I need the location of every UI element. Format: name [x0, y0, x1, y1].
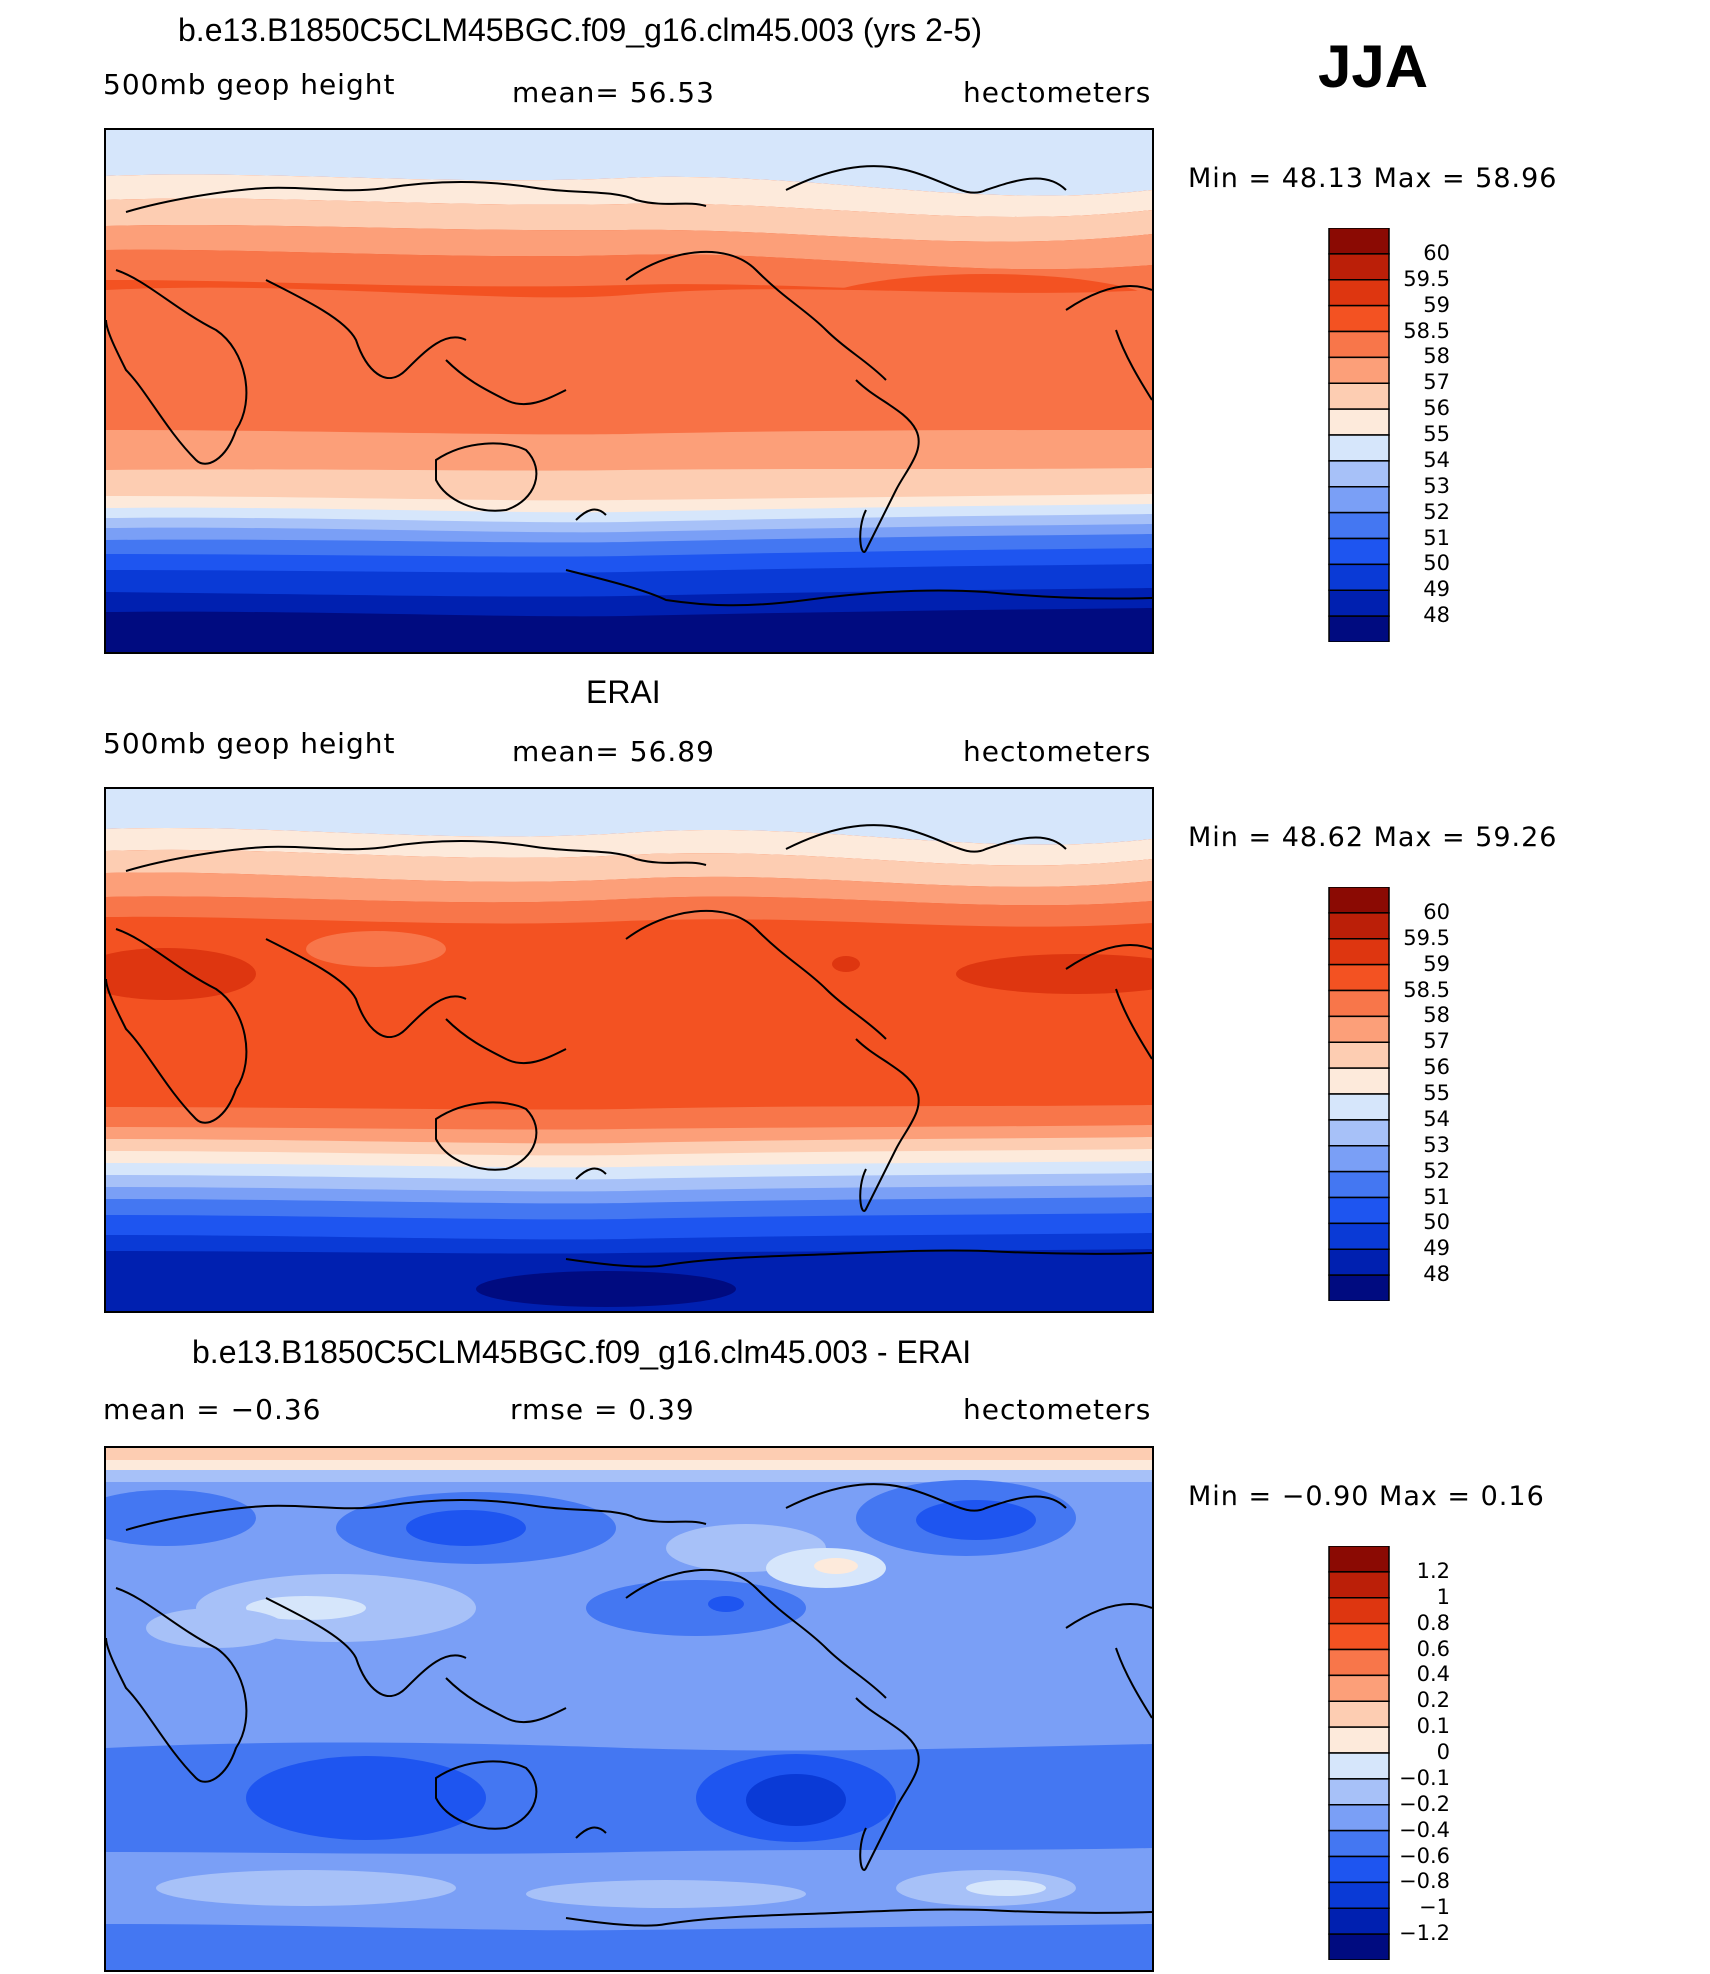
colorbar-tick-label: 52 [1423, 1158, 1450, 1183]
colorbar-tick-label: 60 [1423, 240, 1450, 265]
colorbar-swatch [1328, 1274, 1390, 1301]
colorbar-swatch [1328, 1145, 1390, 1173]
panel2-units-label: hectometers [963, 735, 1152, 768]
colorbar-tick-label: 58.5 [1403, 977, 1450, 1002]
colorbar-tick-label: 53 [1423, 1132, 1450, 1157]
colorbar-tick-label: 56 [1423, 396, 1450, 421]
colorbar-swatch [1328, 615, 1390, 642]
colorbar-swatch [1328, 1778, 1390, 1806]
colorbar-tick-label: −0.1 [1399, 1765, 1450, 1790]
colorbar-tick-label: 48 [1423, 603, 1450, 628]
panel3-units-label: hectometers [963, 1393, 1152, 1426]
colorbar-tick-label: 1 [1436, 1584, 1450, 1609]
panel2-map [104, 787, 1154, 1313]
colorbar-swatch [1328, 279, 1390, 307]
colorbar-tick-label: −1 [1419, 1895, 1450, 1920]
panel1-colorbar-labels: 60 59.5 59 58.5 58 57 56 55 54 53 52 51 50 49 48 [1380, 228, 1460, 642]
colorbar-swatch [1328, 460, 1390, 488]
colorbar-swatch [1328, 1881, 1390, 1909]
colorbar-tick-label: 51 [1423, 525, 1450, 550]
colorbar-tick-label: 55 [1423, 422, 1450, 446]
panel1-variable-label: 500mb geop height [103, 68, 396, 101]
colorbar-tick-label: −0.8 [1399, 1869, 1450, 1894]
colorbar-tick-label: 50 [1423, 551, 1450, 576]
panel1-units-label: hectometers [963, 76, 1152, 109]
colorbar-swatch [1328, 408, 1390, 436]
colorbar-swatch [1328, 1726, 1390, 1754]
colorbar-tick-label: 59.5 [1403, 925, 1450, 950]
colorbar-swatch [1328, 486, 1390, 514]
panel3-title: b.e13.B1850C5CLM45BGC.f09_g16.clm45.003 … [192, 1334, 972, 1370]
panel1-colorbar [1328, 228, 1390, 642]
colorbar-swatch [1328, 1196, 1390, 1225]
colorbar-tick-label: 51 [1423, 1184, 1450, 1209]
colorbar-tick-label: 54 [1423, 1106, 1450, 1131]
colorbar-swatch [1328, 1933, 1390, 1960]
colorbar-swatch [1328, 1041, 1390, 1069]
colorbar-tick-label: 59.5 [1403, 266, 1450, 291]
colorbar-tick-label: 53 [1423, 473, 1450, 498]
colorbar-tick-label: 59 [1423, 292, 1450, 317]
panel2-mean-label: mean= 56.89 [512, 735, 715, 768]
colorbar-tick-label: 59 [1423, 951, 1450, 976]
colorbar-swatch [1328, 887, 1390, 914]
colorbar-swatch [1328, 912, 1390, 940]
panel1-mean-label: mean= 56.53 [512, 76, 715, 109]
colorbar-tick-label: 49 [1423, 577, 1450, 602]
colorbar-swatch [1328, 330, 1390, 359]
colorbar-swatch [1328, 1546, 1390, 1573]
colorbar-swatch [1328, 1855, 1390, 1884]
colorbar-swatch [1328, 1752, 1390, 1780]
colorbar-tick-label: −1.2 [1399, 1921, 1450, 1946]
colorbar-tick-label: 54 [1423, 447, 1450, 472]
colorbar-swatch [1328, 963, 1390, 992]
panel3-mean-label: mean = −0.36 [103, 1393, 322, 1426]
colorbar-tick-label: 0.6 [1416, 1636, 1450, 1661]
panel1-map [104, 128, 1154, 654]
panel2-minmax: Min = 48.62 Max = 59.26 [1188, 822, 1558, 853]
panel2-colorbar-labels: 60 59.5 59 58.5 58 57 56 55 54 53 52 51 50 49 48 [1380, 887, 1460, 1301]
colorbar-tick-label: 57 [1423, 370, 1450, 395]
colorbar-tick-label: 55 [1423, 1081, 1450, 1105]
colorbar-tick-label: 60 [1423, 899, 1450, 924]
colorbar-tick-label: 58.5 [1403, 318, 1450, 343]
panel3-rmse-label: rmse = 0.39 [510, 1393, 695, 1426]
colorbar-tick-label: 0.2 [1416, 1688, 1450, 1713]
colorbar-tick-label: −0.4 [1399, 1817, 1450, 1842]
panel2-variable-label: 500mb geop height [103, 727, 396, 760]
colorbar-swatch [1328, 1829, 1390, 1858]
colorbar-swatch [1328, 1170, 1390, 1199]
colorbar-tick-label: 56 [1423, 1055, 1450, 1080]
colorbar-tick-label: 48 [1423, 1262, 1450, 1287]
colorbar-tick-label: 0 [1436, 1740, 1450, 1764]
panel3-minmax: Min = −0.90 Max = 0.16 [1188, 1481, 1545, 1512]
colorbar-swatch [1328, 228, 1390, 255]
colorbar-tick-label: 0.8 [1416, 1610, 1450, 1635]
panel3-colorbar-labels: 1.2 1 0.8 0.6 0.4 0.2 0.1 0 −0.1 −0.2 −0.4 −0.6 −0.8… [1380, 1546, 1460, 1960]
colorbar-tick-label: 1.2 [1416, 1558, 1450, 1583]
colorbar-tick-label: 58 [1423, 344, 1450, 369]
panel3-colorbar [1328, 1546, 1390, 1960]
colorbar-tick-label: 52 [1423, 499, 1450, 524]
panel2-colorbar [1328, 887, 1390, 1301]
colorbar-swatch [1328, 1248, 1390, 1276]
panel3-map [104, 1446, 1154, 1972]
panel2-title: ERAI [586, 674, 661, 710]
colorbar-tick-label: 50 [1423, 1210, 1450, 1235]
colorbar-tick-label: 58 [1423, 1003, 1450, 1028]
colorbar-tick-label: 0.1 [1416, 1714, 1450, 1739]
panel1-title: b.e13.B1850C5CLM45BGC.f09_g16.clm45.003 … [178, 12, 982, 48]
colorbar-tick-label: 57 [1423, 1029, 1450, 1054]
season-label: JJA [1318, 33, 1429, 100]
colorbar-tick-label: −0.2 [1399, 1791, 1450, 1816]
colorbar-tick-label: 49 [1423, 1236, 1450, 1261]
colorbar-swatch [1328, 253, 1390, 281]
colorbar-swatch [1328, 1093, 1390, 1121]
panel1-minmax: Min = 48.13 Max = 58.96 [1188, 163, 1558, 194]
colorbar-tick-label: 0.4 [1416, 1662, 1450, 1687]
colorbar-tick-label: −0.6 [1399, 1843, 1450, 1868]
